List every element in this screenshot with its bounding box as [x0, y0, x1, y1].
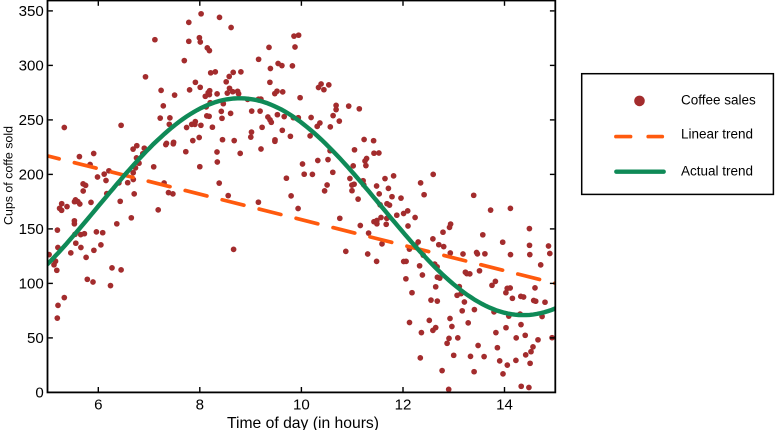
- svg-text:150: 150: [19, 221, 44, 238]
- svg-text:Cups of coffe sold: Cups of coffe sold: [2, 126, 16, 225]
- svg-text:350: 350: [19, 3, 44, 20]
- svg-text:8: 8: [196, 397, 204, 414]
- svg-text:14: 14: [496, 397, 513, 414]
- svg-text:12: 12: [395, 397, 412, 414]
- svg-text:6: 6: [94, 397, 102, 414]
- svg-text:Coffee sales: Coffee sales: [681, 92, 756, 107]
- svg-text:Actual trend: Actual trend: [681, 163, 753, 178]
- svg-text:300: 300: [19, 58, 44, 75]
- svg-text:Linear trend: Linear trend: [681, 126, 753, 141]
- svg-text:0: 0: [35, 385, 43, 402]
- svg-text:Time of day (in hours): Time of day (in hours): [227, 415, 379, 430]
- svg-text:50: 50: [27, 330, 44, 347]
- svg-text:10: 10: [293, 397, 310, 414]
- svg-text:100: 100: [19, 276, 44, 293]
- svg-text:250: 250: [19, 112, 44, 129]
- svg-text:200: 200: [19, 167, 44, 184]
